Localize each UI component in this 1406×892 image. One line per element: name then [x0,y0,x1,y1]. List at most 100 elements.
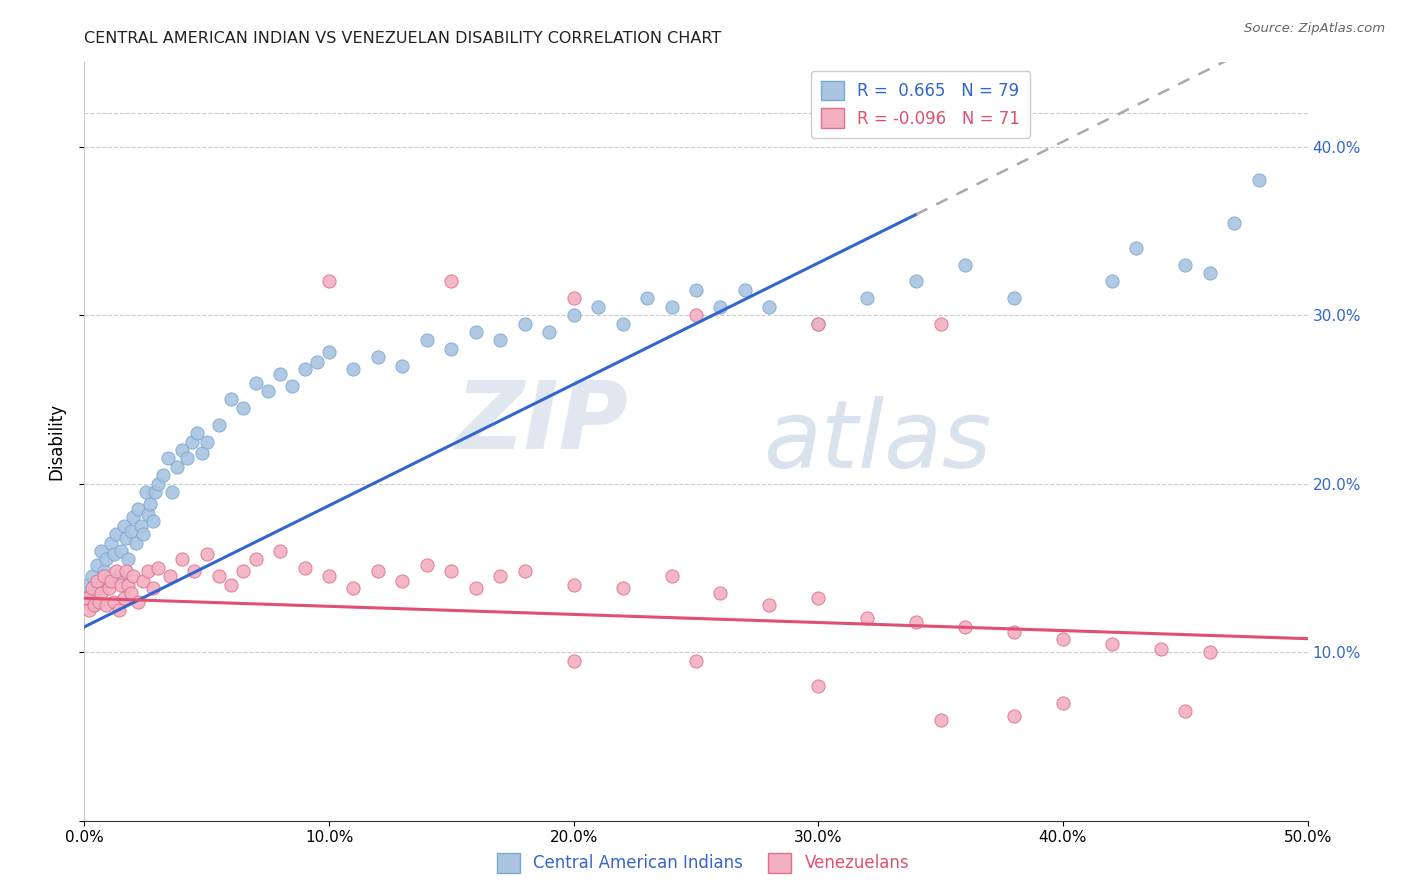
Point [281,379,304,393]
Point [139,497,162,511]
Point [86,574,108,589]
Point [929,317,952,331]
Point [112,518,135,533]
Point [367,351,389,365]
Point [100,574,122,589]
Point [440,342,463,356]
Point [186,426,208,441]
Point [1052,696,1074,710]
Point [183,564,205,578]
Point [105,527,128,541]
Point [856,611,879,625]
Point [76,591,98,606]
Point [103,548,125,562]
Point [342,581,364,595]
Legend: Central American Indians, Venezuelans: Central American Indians, Venezuelans [489,847,917,880]
Point [538,325,561,339]
Point [125,535,148,549]
Point [685,308,707,322]
Point [90,544,112,558]
Point [685,654,707,668]
Point [136,564,159,578]
Point [191,446,214,460]
Point [172,552,194,566]
Point [245,376,267,390]
Point [122,510,145,524]
Point [146,476,169,491]
Point [135,485,157,500]
Point [86,558,108,572]
Point [143,485,166,500]
Point [122,569,145,583]
Point [80,581,103,595]
Point [612,581,634,595]
Point [107,603,129,617]
Point [636,291,658,305]
Point [117,578,139,592]
Point [87,594,110,608]
Point [127,502,149,516]
Point [112,591,135,606]
Point [464,325,486,339]
Point [661,569,683,583]
Point [232,564,254,578]
Point [120,524,142,538]
Point [208,417,231,432]
Point [96,552,118,566]
Point [166,459,188,474]
Point [110,544,132,558]
Point [294,561,316,575]
Point [709,300,731,314]
Point [807,591,830,606]
Point [305,355,328,369]
Point [807,679,830,693]
Point [127,594,149,608]
Point [208,569,231,583]
Point [115,531,138,545]
Point [77,591,100,606]
Point [159,569,181,583]
Text: atlas: atlas [763,396,991,487]
Point [269,544,291,558]
Point [758,598,780,612]
Point [105,564,128,578]
Point [929,713,952,727]
Point [97,574,120,589]
Point [77,603,100,617]
Point [440,275,463,289]
Point [661,300,683,314]
Point [107,569,129,583]
Point [1125,241,1147,255]
Point [953,620,976,634]
Point [152,468,174,483]
Point [1198,645,1220,659]
Point [1198,266,1220,280]
Point [83,598,105,612]
Point [562,308,585,322]
Point [905,615,928,629]
Y-axis label: Disability: Disability [48,403,66,480]
Point [1002,291,1025,305]
Point [562,291,585,305]
Text: ZIP: ZIP [456,376,628,468]
Point [318,275,340,289]
Point [80,569,103,583]
Point [257,384,280,398]
Point [513,317,536,331]
Point [1174,258,1197,272]
Point [232,401,254,415]
Point [93,569,115,583]
Point [132,574,155,589]
Point [120,586,142,600]
Point [562,654,585,668]
Point [87,581,110,595]
Point [90,586,112,600]
Point [440,564,463,578]
Legend: R =  0.665   N = 79, R = -0.096   N = 71: R = 0.665 N = 79, R = -0.096 N = 71 [811,70,1031,137]
Point [342,362,364,376]
Point [709,586,731,600]
Point [367,564,389,578]
Point [513,564,536,578]
Point [953,258,976,272]
Point [1150,641,1173,656]
